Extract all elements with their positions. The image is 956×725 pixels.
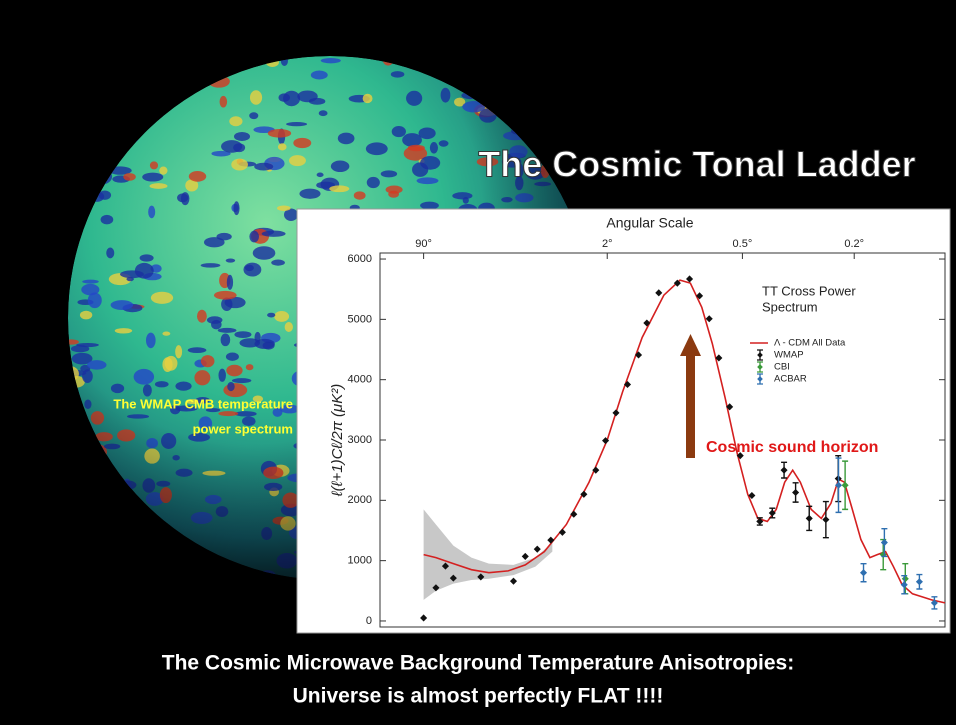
data-point xyxy=(756,517,764,525)
data-point xyxy=(900,581,908,589)
x-top-axis-label: Angular Scale xyxy=(606,215,693,231)
data-point xyxy=(792,488,800,497)
arrow-head xyxy=(680,334,701,356)
y-tick-label: 2000 xyxy=(348,494,372,506)
side-caption: power spectrum xyxy=(193,421,293,436)
data-point xyxy=(822,516,830,524)
data-point xyxy=(612,409,620,417)
data-point xyxy=(623,380,632,389)
footer: The Cosmic Microwave Background Temperat… xyxy=(162,652,794,675)
data-point xyxy=(834,481,843,489)
legend-title: TT Cross Power xyxy=(762,283,856,298)
data-point xyxy=(558,528,566,536)
x-top-tick-label: 90° xyxy=(415,238,432,250)
data-point xyxy=(509,577,518,585)
data-point xyxy=(521,552,529,560)
data-point xyxy=(686,275,694,283)
slide-title: The Cosmic Tonal Ladder xyxy=(478,144,915,185)
data-point xyxy=(748,491,756,500)
annotation: Cosmic sound horizon xyxy=(706,439,878,456)
data-point xyxy=(715,354,723,362)
legend-label: Λ - CDM All Data xyxy=(774,338,846,349)
legend-swatch xyxy=(757,376,763,382)
arrow-shaft xyxy=(686,352,695,458)
legend-title: Spectrum xyxy=(762,299,818,314)
data-point xyxy=(841,481,849,489)
y-tick-label: 6000 xyxy=(348,253,372,265)
data-point xyxy=(880,539,888,547)
data-point xyxy=(580,490,588,498)
data-point xyxy=(547,536,555,544)
legend-label: WMAP xyxy=(774,350,804,361)
data-point xyxy=(655,289,663,297)
y-tick-label: 3000 xyxy=(348,434,372,446)
y-tick-label: 1000 xyxy=(348,555,372,567)
data-point xyxy=(533,545,541,553)
data-point xyxy=(930,599,938,607)
x-top-tick-label: 2° xyxy=(602,238,613,250)
data-point xyxy=(432,584,440,592)
x-top-tick-label: 0.2° xyxy=(844,238,864,250)
data-point xyxy=(634,351,643,359)
chart-panel xyxy=(296,208,951,634)
y-axis-label: ℓ(ℓ+1)Cℓ/2π (μK²) xyxy=(329,384,346,497)
data-point xyxy=(726,403,734,411)
data-point xyxy=(643,319,651,327)
y-tick-label: 4000 xyxy=(348,374,372,386)
legend-label: ACBAR xyxy=(774,374,807,385)
data-point xyxy=(441,562,449,570)
data-point xyxy=(736,452,744,460)
side-caption: The WMAP CMB temperature xyxy=(113,396,293,411)
y-tick-label: 5000 xyxy=(348,313,372,325)
footer: Universe is almost perfectly FLAT !!!! xyxy=(293,685,664,708)
data-point xyxy=(859,569,868,577)
data-point xyxy=(570,510,578,518)
y-tick-label: 0 xyxy=(366,615,372,627)
legend-swatch xyxy=(757,364,763,370)
data-point xyxy=(780,466,788,474)
data-point xyxy=(768,509,776,517)
legend-label: CBI xyxy=(774,362,790,373)
data-point xyxy=(805,514,813,522)
chart: 0 1000 2000 3000 4000 5000 6000 90° 2° 0.5° 0.2° An… xyxy=(329,215,946,628)
data-point xyxy=(673,279,681,287)
data-point xyxy=(696,292,704,300)
data-point xyxy=(602,437,610,445)
data-point xyxy=(420,614,428,622)
data-point xyxy=(901,575,909,583)
data-point xyxy=(449,574,457,582)
data-point xyxy=(705,315,713,323)
x-top-tick-label: 0.5° xyxy=(733,238,753,250)
data-point xyxy=(477,573,485,581)
data-point xyxy=(915,578,923,586)
data-point xyxy=(592,466,600,474)
legend-swatch xyxy=(757,352,763,358)
